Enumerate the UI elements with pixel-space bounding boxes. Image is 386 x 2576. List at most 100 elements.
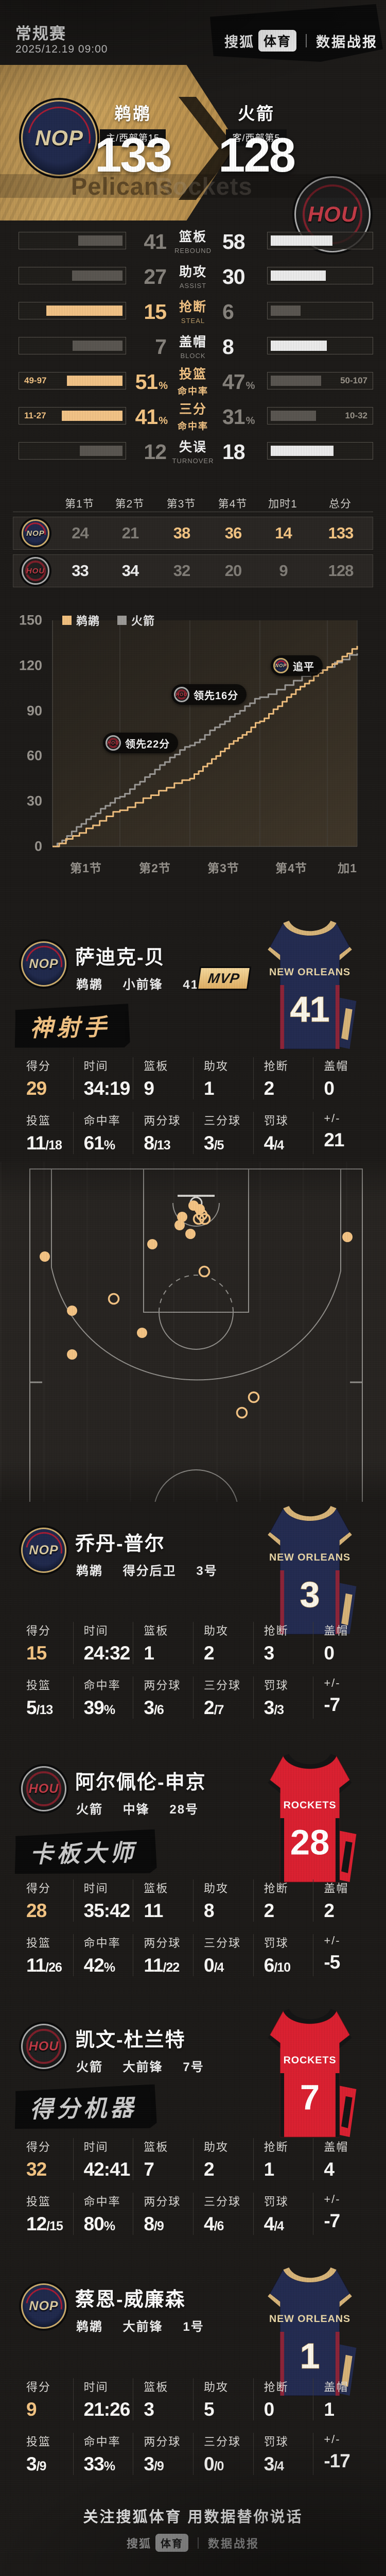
home-stat-bar: 49-97: [19, 372, 126, 389]
made-shot-marker: [195, 1204, 205, 1214]
x-label: 第4节: [275, 861, 307, 875]
stat-points: 9: [26, 2399, 37, 2420]
home-stat-fill: [62, 411, 122, 421]
stat-fg-pct: 33%: [83, 2453, 115, 2475]
player-stats: 得分 9 时间 21:26 篮板 3 助攻 5 抢断 0 盖帽 1 投篮 3/9 命中率 33%…: [13, 2378, 373, 2475]
home-stat-fill: [46, 306, 122, 316]
annotation-nop-tied: NOP 追平: [271, 655, 323, 676]
away-stat-bar: [267, 442, 373, 460]
player-tag: 卡板大师: [29, 1839, 137, 1868]
y-tick: 120: [19, 657, 42, 673]
svg-text:28: 28: [290, 1823, 330, 1862]
player-info: 火箭 大前锋 7号: [76, 2057, 221, 2075]
stat-assists: 2: [203, 2159, 215, 2180]
made-shot-marker: [177, 1212, 187, 1222]
made-shot-marker: [40, 1251, 50, 1262]
stat-2pt: 3/9: [144, 2453, 164, 2475]
player-number: 3号: [196, 1564, 218, 1578]
stat-fg: 3/9: [26, 2453, 46, 2475]
quarter-table-header: 第1节 第2节 第3节 第4节 加时1 总分: [13, 495, 373, 512]
stat-ft: 4/4: [264, 1132, 284, 1154]
card-team-logo: NOP: [21, 2283, 66, 2329]
away-score: 128: [218, 128, 296, 182]
footer-brand: 搜狐 体育 数据战报: [0, 2534, 386, 2552]
annotation-hou-lead-22: HOU 领先22分: [103, 733, 179, 753]
missed-shot-marker: [198, 1265, 210, 1278]
legend-away: 火箭: [117, 612, 155, 629]
q2-score: 21: [121, 524, 139, 542]
player-position: 大前锋: [122, 2060, 163, 2074]
player-jersey: ROCKETS 28: [259, 1749, 361, 1887]
ot-score: 9: [279, 562, 288, 580]
col-q3: 第3节: [166, 498, 196, 510]
col-ot: 加时1: [268, 498, 297, 510]
away-stat-detail: 10-32: [345, 411, 367, 420]
player-team: 鹈鹕: [76, 1564, 103, 1578]
stat-2pt: 8/13: [144, 1132, 170, 1154]
q3-score: 32: [173, 562, 190, 580]
player-number: 7号: [183, 2060, 204, 2074]
stat-fg-pct: 80%: [83, 2213, 115, 2234]
made-shot-marker: [174, 1220, 185, 1230]
player-stats: 得分 29 时间 34:19 篮板 9 助攻 1 抢断 2 盖帽 0 投篮 11/18 命中率…: [13, 1057, 373, 1154]
col-q1: 第1节: [65, 498, 94, 510]
player-stats: 得分 15 时间 24:32 篮板 1 助攻 2 抢断 3 盖帽 0 投篮 5/13 命中率 3…: [13, 1622, 373, 1719]
q3-score: 38: [173, 524, 190, 542]
player-number: 1号: [183, 2320, 204, 2334]
player-name: 萨迪克-贝: [75, 947, 165, 969]
player-tag-banner: 得分机器: [14, 2084, 156, 2131]
stat-steals: 3: [264, 1642, 275, 1664]
player-stats-row2: 投篮 11/26 命中率 42% 两分球 11/22 三分球 0/4 罚球 6/10 +/…: [13, 1934, 373, 1976]
made-shot-marker: [147, 1239, 157, 1249]
stat-2pt: 3/6: [144, 1697, 164, 1718]
away-team-seed: 客/西部第5: [226, 129, 287, 146]
svg-text:1: 1: [300, 2336, 320, 2376]
legend-home-swatch: [62, 616, 72, 625]
team-stat-row: 49-97 51% 投篮 命中率 47% 50-107: [0, 367, 386, 397]
stat-rebounds: 3: [144, 2399, 154, 2420]
away-team-name: 火箭: [238, 104, 275, 123]
stat-label: 失误 TURNOVER: [172, 440, 214, 465]
brand-divider: [198, 2537, 199, 2549]
player-tag-banner: 卡板大师: [14, 1829, 156, 1876]
stat-label: 抢断 STEAL: [179, 300, 207, 325]
y-tick: 60: [26, 748, 42, 764]
player-position: 小前锋: [122, 978, 163, 992]
brand-logo: 搜狐 体育 数据战报: [224, 30, 378, 52]
brand-divider: [306, 34, 307, 47]
player-team: 火箭: [76, 2060, 103, 2074]
missed-shot-marker: [192, 1213, 205, 1225]
stat-fg: 5/13: [26, 1697, 53, 1718]
stat-assists: 2: [203, 1642, 215, 1664]
league-label: 常规赛: [15, 25, 66, 43]
stat-rebounds: 11: [144, 1900, 163, 1921]
home-team-name: 鹈鹕: [114, 104, 151, 123]
q4-score: 20: [224, 562, 242, 580]
player-stats-row2: 投篮 3/9 命中率 33% 两分球 3/9 三分球 0/0 罚球 3/4 +/- -17: [13, 2433, 373, 2475]
footer-slogan: 关注搜狐体育 用数据替你说话: [83, 2509, 303, 2526]
stat-assists: 1: [203, 1078, 215, 1099]
player-stats-row2: 投篮 12/15 命中率 80% 两分球 8/9 三分球 4/6 罚球 4/4 +/- -7: [13, 2193, 373, 2235]
watermark-band: Pelicans Rockets: [0, 174, 386, 198]
y-tick: 90: [26, 703, 42, 719]
stat-minutes: 21:26: [83, 2399, 131, 2420]
team-stat-row: 11-27 41% 三分 命中率 31% 10-32: [0, 402, 386, 432]
stat-label: 三分 命中率: [178, 402, 208, 432]
away-stat-value: 8: [222, 335, 234, 359]
stat-rebounds: 1: [144, 1642, 154, 1664]
x-label: 第3节: [207, 861, 239, 875]
home-stat-fill: [67, 376, 122, 386]
stat-3pt: 4/6: [203, 2213, 224, 2234]
player-tag-banner: 神射手: [14, 1004, 130, 1049]
made-shot-marker: [185, 1229, 196, 1239]
y-tick: 30: [26, 793, 42, 809]
home-stat-value: 41%: [135, 405, 168, 429]
stat-ft: 4/4: [264, 2213, 284, 2234]
row-team-logo: NOP: [22, 519, 49, 547]
away-stat-fill: [271, 341, 327, 351]
y-tick: 150: [19, 612, 42, 628]
stat-minutes: 34:19: [83, 1078, 131, 1099]
player-stats-row1: 得分 28 时间 35:42 篮板 11 助攻 8 抢断 2 盖帽 2: [13, 1879, 373, 1922]
stat-ft: 3/4: [264, 2453, 284, 2475]
home-watermark: Pelicans: [71, 172, 173, 200]
